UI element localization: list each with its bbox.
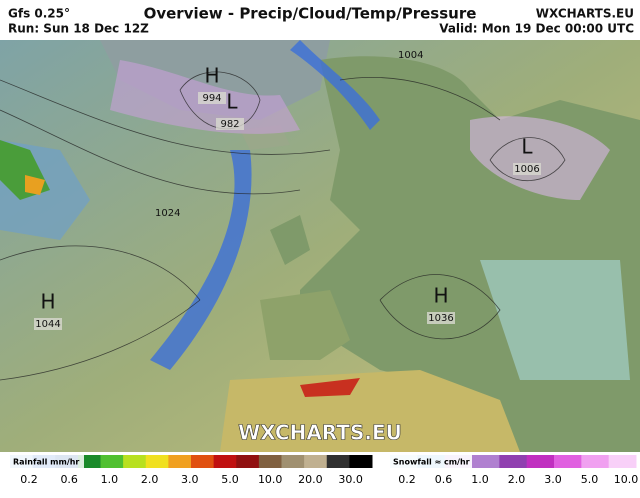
legend-label: 0.6 [435,473,453,486]
pressure-value: 1044 [35,319,60,330]
map [0,40,640,452]
pressure-value-bg [513,163,541,175]
pressure-value: 1006 [514,164,539,175]
isobar [489,137,566,182]
legend-swatch [168,455,192,468]
isobar [0,299,201,381]
legend-swatch [326,455,350,468]
legend-swatch [191,455,215,468]
watermark: WXCHARTS.EU [238,421,402,445]
legend-label: 3.0 [181,473,199,486]
legend-swatch [258,455,282,468]
isobar-label: 1024 [155,208,180,219]
legend-label: 20.0 [298,473,323,486]
isobar [339,77,501,121]
legend-swatch [526,455,555,468]
isobar [179,71,261,130]
pressure-value-bg [198,92,226,104]
iberia [260,290,350,360]
legend-swatch [100,455,124,468]
legend-swatch [304,455,328,468]
legend-swatch [472,455,500,468]
isobar [379,274,501,340]
legend-label: 5.0 [221,473,239,486]
pressure-value-bg [34,318,62,330]
precip-core [25,175,45,195]
north-africa [220,370,520,452]
pressure-symbol: H [433,284,448,308]
isobar [0,245,201,301]
legend-swatch [123,455,147,468]
legend-label: 3.0 [544,473,562,486]
front-band [150,150,252,370]
legend-label: 0.2 [20,473,38,486]
cloud-east [470,116,610,200]
pressure-value: 982 [220,119,239,130]
legend-label: 2.0 [141,473,159,486]
legend-label: 0.6 [60,473,78,486]
legend-swatch [145,455,169,468]
pressure-value: 994 [202,93,221,104]
pressure-value-bg [216,118,244,130]
model-label: Gfs 0.25° [8,7,70,21]
legend-title: Snowfall ≈ cm/hr [393,458,470,467]
legend-title: Rainfall mm/hr [13,458,79,467]
isobar-label: 1004 [398,50,423,61]
legend: Rainfall mm/hr Snowfall ≈ cm/hr 0.2 0.6 1.0 2… [10,455,638,486]
pressure-value-bg [427,312,455,324]
legend-title-bg [10,455,84,468]
legend-swatch [608,455,637,468]
legend-label: 10.0 [614,473,639,486]
legend-swatch [236,455,260,468]
british-isles [270,215,310,265]
run-label: Run: Sun 18 Dec 12Z [8,22,149,36]
legend-swatch [554,455,582,468]
legend-label: 0.2 [398,473,416,486]
valid-label: Valid: Mon 19 Dec 00:00 UTC [439,22,634,36]
legend-label: 2.0 [508,473,526,486]
legend-label: 30.0 [338,473,363,486]
site-label: WXCHARTS.EU [536,7,634,21]
snow-east [480,260,630,380]
legend-title-bg [390,455,472,468]
legend-swatch [349,455,373,468]
legend-label: 1.0 [471,473,489,486]
pressure-symbol: L [226,90,238,114]
pressure-symbol: L [521,135,533,159]
legend-swatch [499,455,528,468]
legend-label: 10.0 [258,473,283,486]
pressure-value: 1036 [428,313,453,324]
isobar [0,109,301,195]
legend-swatch [281,455,305,468]
legend-swatch [213,455,237,468]
legend-label: 5.0 [581,473,599,486]
pressure-centers: H 994 L 982 L 1006 H 1044 H 1036 [34,64,541,330]
pressure-symbol: H [204,64,219,88]
map-title: Overview - Precip/Cloud/Temp/Pressure [144,5,477,23]
legend-swatch [581,455,610,468]
isobar [0,79,331,155]
legend-label: 1.0 [101,473,119,486]
front-north [290,40,380,130]
precip-med [300,378,360,397]
pressure-symbol: H [40,290,55,314]
